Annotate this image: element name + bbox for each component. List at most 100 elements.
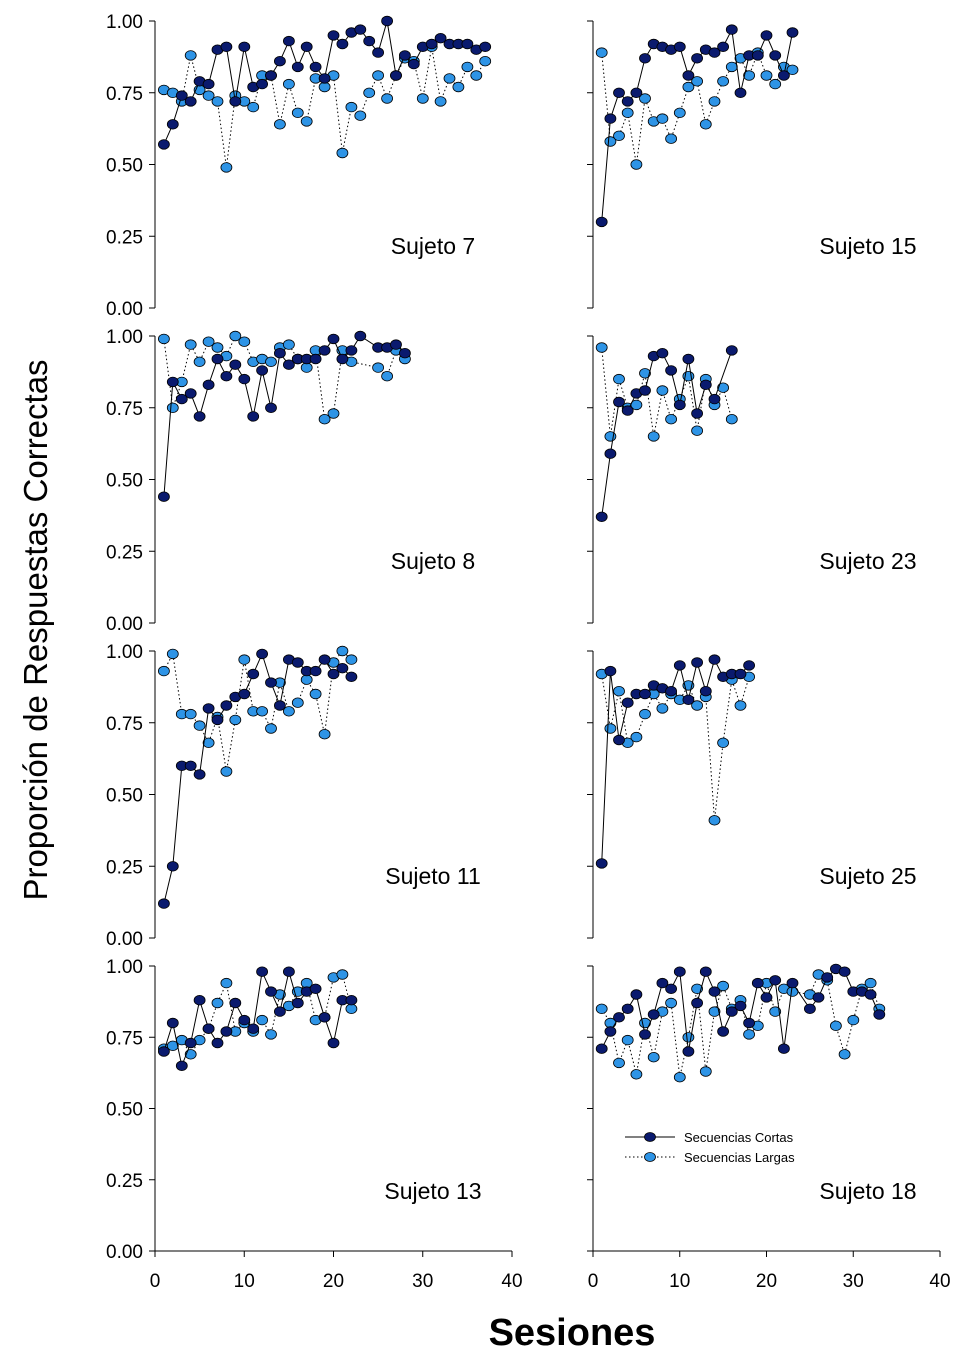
point-cortas: [398, 348, 411, 359]
point-cortas: [318, 73, 331, 84]
point-largas: [291, 107, 304, 119]
panel-5: 0.00 0.25 0.50 0.75 1.00 Sujeto 11: [106, 642, 481, 950]
point-cortas: [639, 385, 651, 396]
point-cortas: [309, 665, 322, 677]
panel-6: Sujeto 25: [587, 650, 917, 939]
point-largas: [630, 159, 643, 170]
point-largas: [282, 78, 295, 90]
point-largas: [256, 706, 269, 717]
point-largas: [220, 766, 233, 777]
point-cortas: [157, 898, 170, 909]
point-largas: [202, 90, 215, 101]
point-cortas: [725, 345, 738, 356]
point-cortas: [425, 38, 438, 50]
x-tick-label: 0: [588, 1271, 599, 1292]
point-largas: [300, 362, 313, 373]
subject-label: Sujeto 13: [384, 1178, 481, 1204]
point-cortas: [256, 648, 269, 660]
point-largas: [656, 385, 669, 396]
point-cortas: [691, 657, 703, 668]
legend-marker-largas: [644, 1152, 656, 1162]
series-line-cortas: [163, 969, 352, 1068]
point-cortas: [291, 997, 304, 1009]
point-cortas: [336, 663, 349, 674]
point-cortas: [229, 96, 242, 107]
point-cortas: [166, 861, 179, 872]
x-tick-label: 20: [323, 1271, 344, 1292]
point-largas: [372, 70, 385, 81]
point-cortas: [300, 41, 313, 53]
point-cortas: [613, 87, 625, 99]
point-cortas: [604, 448, 617, 459]
point-largas: [184, 339, 197, 350]
point-cortas: [291, 61, 304, 73]
point-cortas: [345, 671, 358, 683]
point-cortas: [699, 379, 712, 391]
legend-label-largas: Secuencias Largas: [684, 1150, 795, 1165]
point-cortas: [238, 1014, 251, 1026]
point-cortas: [363, 35, 376, 47]
subject-label: Sujeto 15: [819, 233, 916, 259]
point-largas: [621, 1034, 634, 1046]
subject-label: Sujeto 7: [391, 233, 475, 259]
point-cortas: [630, 989, 643, 1000]
point-largas: [461, 61, 474, 73]
point-largas: [318, 414, 331, 425]
point-largas: [682, 81, 695, 93]
point-cortas: [166, 1017, 179, 1029]
point-cortas: [157, 1046, 170, 1057]
point-cortas: [760, 30, 773, 41]
point-cortas: [673, 41, 686, 53]
point-cortas: [760, 992, 773, 1003]
point-cortas: [175, 1060, 188, 1072]
point-largas: [838, 1049, 851, 1060]
point-largas: [265, 1029, 277, 1040]
point-largas: [769, 78, 782, 90]
x-tick-label: 40: [929, 1271, 950, 1292]
x-tick-label: 30: [412, 1271, 433, 1292]
point-cortas: [838, 966, 851, 977]
point-largas: [193, 720, 206, 731]
point-largas: [639, 368, 651, 379]
point-cortas: [691, 53, 703, 64]
point-largas: [443, 73, 456, 84]
point-largas: [318, 729, 331, 740]
point-cortas: [327, 333, 340, 345]
point-cortas: [309, 61, 322, 73]
point-largas: [647, 431, 660, 442]
point-largas: [725, 61, 738, 73]
y-tick-label: 0.75: [106, 84, 143, 105]
point-largas: [336, 147, 349, 159]
y-tick-label: 0.25: [106, 1171, 143, 1192]
y-tick-label: 1.00: [106, 957, 143, 978]
point-largas: [639, 93, 651, 104]
point-largas: [691, 983, 703, 995]
point-cortas: [220, 700, 233, 711]
point-largas: [717, 382, 729, 393]
point-cortas: [665, 983, 677, 995]
point-cortas: [282, 966, 295, 977]
point-largas: [282, 706, 295, 717]
point-largas: [630, 731, 643, 743]
point-largas: [336, 645, 349, 657]
point-largas: [656, 113, 669, 124]
point-cortas: [354, 24, 367, 35]
point-largas: [363, 87, 376, 99]
x-tick-label: 30: [843, 1271, 864, 1292]
y-tick-label: 0.00: [106, 929, 143, 950]
point-largas: [699, 1066, 712, 1077]
point-largas: [327, 408, 340, 419]
point-largas: [708, 96, 721, 107]
y-tick-label: 0.50: [106, 1100, 143, 1121]
point-cortas: [211, 353, 224, 365]
point-largas: [345, 1003, 358, 1015]
point-cortas: [621, 697, 634, 708]
point-largas: [166, 402, 179, 414]
point-cortas: [184, 760, 197, 772]
point-cortas: [273, 56, 286, 67]
point-largas: [381, 371, 394, 382]
point-largas: [786, 64, 799, 76]
legend-marker-cortas: [644, 1132, 656, 1142]
point-cortas: [318, 654, 331, 665]
point-cortas: [256, 966, 269, 977]
